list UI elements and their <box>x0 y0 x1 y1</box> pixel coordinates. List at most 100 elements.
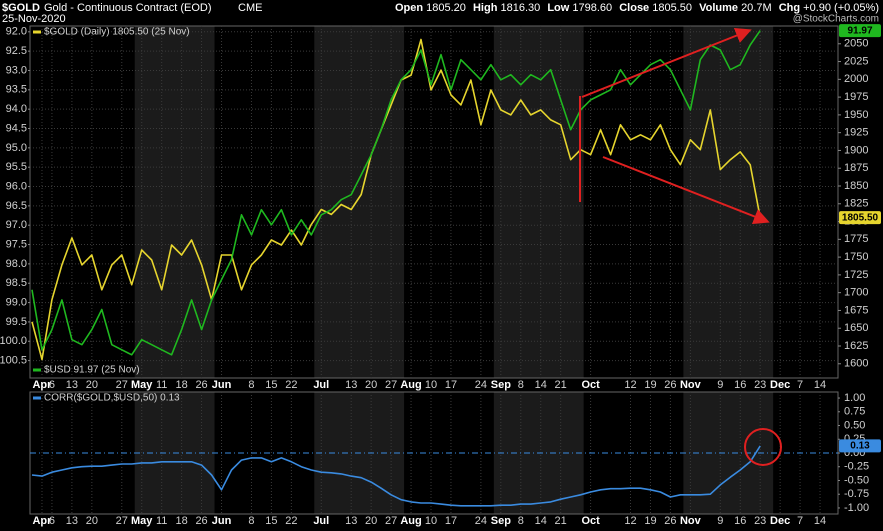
value-badge <box>839 439 881 453</box>
x-tick-label: Dec <box>770 379 790 391</box>
y2-tick-label: 1975 <box>844 91 868 103</box>
x-tick-label: 14 <box>535 379 547 391</box>
month-shade <box>134 26 215 378</box>
x-tick-label: 20 <box>86 379 98 391</box>
x-tick-label: Aug <box>400 515 421 527</box>
y-tick-label: 99.0 <box>6 296 27 308</box>
y-tick-label: 92.0 <box>6 26 27 38</box>
stat-value: 1805.50 <box>652 2 692 14</box>
y-tick-label: 95.5 <box>6 161 27 173</box>
x-tick-label: 11 <box>156 515 167 527</box>
legend-label: $USD 91.97 (25 Nov) <box>44 365 140 376</box>
y2-tick-label: 1725 <box>844 269 868 281</box>
y-tick-label: 98.5 <box>6 277 27 289</box>
stat-label: Low <box>547 2 569 14</box>
x-tick-label: Nov <box>680 515 702 527</box>
stat-value: 1805.20 <box>426 2 466 14</box>
x-tick-label: 26 <box>664 379 676 391</box>
x-tick-label: 27 <box>385 515 397 527</box>
y-tick-label: 95.0 <box>6 142 27 154</box>
x-tick-label: Jun <box>212 379 232 391</box>
header: $GOLD Gold - Continuous Contract (EOD) C… <box>2 2 879 25</box>
y2-tick-label: 1625 <box>844 340 868 352</box>
annotation-circle <box>744 428 782 466</box>
x-tick-label: Jun <box>212 515 232 527</box>
series-line <box>31 38 761 361</box>
x-tick-label: Apr <box>32 515 52 527</box>
x-tick-label: 18 <box>175 379 187 391</box>
plot-area: 92.0 92.5 93.0 93.5 94.0 94.5 95.0 95.5 96.0 96.5… <box>0 24 881 527</box>
x-tick-label: 23 <box>754 515 766 527</box>
y2-tick-label: 1650 <box>844 322 868 334</box>
x-tick-label: 17 <box>445 379 457 391</box>
y-tick-label: 0.50 <box>844 419 865 431</box>
month-shade <box>493 26 584 378</box>
legend-label: $GOLD (Daily) 1805.50 (25 Nov) <box>44 27 190 38</box>
month-shade <box>683 26 774 378</box>
x-tick-label: 20 <box>365 379 377 391</box>
x-tick-label: 20 <box>86 515 98 527</box>
y2-tick-label: 2050 <box>844 38 868 50</box>
x-tick-label: 7 <box>797 515 803 527</box>
x-tick-label: 27 <box>116 379 128 391</box>
x-tick-label: 21 <box>555 515 567 527</box>
month-shade <box>314 26 405 378</box>
x-tick-label: 12 <box>624 379 636 391</box>
y2-tick-label: 1750 <box>844 251 868 263</box>
x-tick-label: 8 <box>248 515 254 527</box>
x-tick-label: 13 <box>345 379 357 391</box>
exchange: CME <box>238 2 262 14</box>
x-tick-label: 19 <box>644 515 656 527</box>
x-tick-label: 14 <box>814 379 826 391</box>
x-tick-label: 16 <box>734 379 746 391</box>
y-tick-label: 94.5 <box>6 122 27 134</box>
x-tick-label: 10 <box>425 515 437 527</box>
y-tick-label: 93.5 <box>6 84 27 96</box>
x-tick-label: 8 <box>248 379 254 391</box>
x-tick-label: 23 <box>754 379 766 391</box>
x-tick-label: 6 <box>49 379 55 391</box>
stat-value: +0.90 (+0.05%) <box>803 2 879 14</box>
x-tick-label: 14 <box>535 515 547 527</box>
annotations <box>579 27 782 466</box>
x-tick-label: Nov <box>680 379 702 391</box>
y-tick-label: -1.00 <box>844 502 869 514</box>
series-line <box>31 445 761 507</box>
x-tick-label: 9 <box>717 379 723 391</box>
annotation-arrow <box>602 156 770 225</box>
x-tick-label: 15 <box>265 515 277 527</box>
x-tick-label: 10 <box>425 379 437 391</box>
x-tick-label: 9 <box>717 515 723 527</box>
x-tick-label: 20 <box>365 515 377 527</box>
x-tick-label: Oct <box>581 379 600 391</box>
x-tick-label: 16 <box>734 515 746 527</box>
stat-value: 20.7M <box>741 2 772 14</box>
description: Gold - Continuous Contract (EOD) <box>44 2 212 14</box>
x-tick-label: 15 <box>265 379 277 391</box>
symbol: $GOLD <box>2 2 40 14</box>
x-tick-label: 19 <box>644 379 656 391</box>
x-tick-label: 18 <box>175 515 187 527</box>
y2-tick-label: 1950 <box>844 109 868 121</box>
stat-value: 1816.30 <box>501 2 541 14</box>
x-tick-label: 8 <box>518 379 524 391</box>
y2-tick-label: 1875 <box>844 162 868 174</box>
stat-label: High <box>473 2 498 14</box>
y-tick-label: -0.25 <box>844 461 869 473</box>
x-tick-label: Apr <box>32 379 52 391</box>
x-tick-label: 26 <box>664 515 676 527</box>
x-tick-label: 13 <box>66 515 78 527</box>
y2-tick-label: 2025 <box>844 55 868 67</box>
stat-label: Open <box>395 2 423 14</box>
y2-tick-label: 1925 <box>844 127 868 139</box>
y-tick-label: 99.5 <box>6 316 27 328</box>
y2-tick-label: 1825 <box>844 198 868 210</box>
x-tick-label: Aug <box>400 379 421 391</box>
y-tick-label: 100.0 <box>0 335 27 347</box>
y-tick-label: 94.0 <box>6 103 27 115</box>
x-tick-label: 22 <box>285 379 297 391</box>
x-tick-label: May <box>131 515 153 527</box>
stat-value: 1798.60 <box>572 2 612 14</box>
x-tick-label: 26 <box>195 515 207 527</box>
